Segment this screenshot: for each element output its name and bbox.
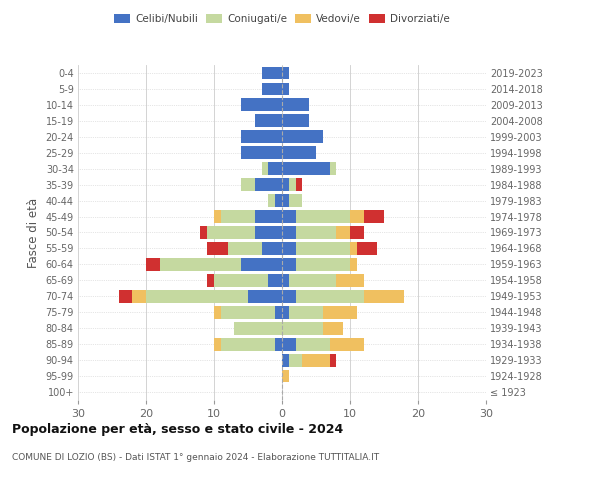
Bar	[160, 258, 241, 271]
Bar	[350, 258, 357, 271]
Legend: Celibi/Nubili, Coniugati/e, Vedovi/e, Divorziati/e: Celibi/Nubili, Coniugati/e, Vedovi/e, Di…	[110, 10, 454, 29]
Bar	[323, 306, 357, 318]
Bar	[282, 274, 289, 286]
Bar	[350, 226, 364, 239]
Bar	[350, 242, 357, 255]
Bar	[282, 130, 323, 143]
Bar	[119, 290, 133, 302]
Bar	[268, 162, 282, 175]
Bar	[296, 258, 350, 271]
Bar	[255, 210, 282, 223]
Bar	[241, 98, 282, 112]
Bar	[282, 146, 316, 159]
Bar	[221, 338, 275, 350]
Bar	[302, 354, 329, 366]
Bar	[329, 354, 337, 366]
Y-axis label: Fasce di età: Fasce di età	[27, 198, 40, 268]
Bar	[248, 290, 282, 302]
Bar	[282, 178, 289, 191]
Bar	[282, 66, 289, 80]
Bar	[255, 178, 282, 191]
Bar	[214, 274, 268, 286]
Bar	[282, 162, 329, 175]
Bar	[262, 242, 282, 255]
Bar	[268, 194, 275, 207]
Bar	[275, 194, 282, 207]
Bar	[364, 290, 404, 302]
Bar	[262, 82, 282, 96]
Bar	[289, 194, 302, 207]
Bar	[221, 210, 255, 223]
Text: Popolazione per età, sesso e stato civile - 2024: Popolazione per età, sesso e stato civil…	[12, 422, 343, 436]
Bar	[207, 242, 227, 255]
Bar	[214, 306, 221, 318]
Bar	[296, 210, 350, 223]
Bar	[275, 306, 282, 318]
Bar	[296, 226, 337, 239]
Bar	[275, 338, 282, 350]
Bar	[282, 114, 309, 127]
Bar	[262, 162, 268, 175]
Bar	[357, 242, 377, 255]
Bar	[282, 242, 296, 255]
Bar	[282, 226, 296, 239]
Bar	[255, 114, 282, 127]
Bar	[337, 226, 350, 239]
Bar	[282, 290, 296, 302]
Bar	[282, 98, 309, 112]
Bar	[241, 130, 282, 143]
Bar	[146, 258, 160, 271]
Bar	[200, 226, 207, 239]
Bar	[262, 66, 282, 80]
Bar	[282, 194, 289, 207]
Bar	[282, 210, 296, 223]
Bar	[235, 322, 282, 334]
Bar	[296, 338, 329, 350]
Bar	[282, 306, 289, 318]
Bar	[282, 82, 289, 96]
Bar	[350, 210, 364, 223]
Bar	[282, 338, 296, 350]
Bar	[268, 274, 282, 286]
Bar	[282, 370, 289, 382]
Bar	[207, 226, 255, 239]
Bar	[214, 210, 221, 223]
Bar	[296, 178, 302, 191]
Bar	[146, 290, 248, 302]
Bar	[221, 306, 275, 318]
Bar	[241, 258, 282, 271]
Bar	[289, 306, 323, 318]
Bar	[214, 338, 221, 350]
Bar	[329, 162, 337, 175]
Bar	[289, 178, 296, 191]
Bar	[337, 274, 364, 286]
Bar	[329, 338, 364, 350]
Bar	[364, 210, 384, 223]
Bar	[241, 178, 255, 191]
Bar	[296, 290, 364, 302]
Bar	[282, 354, 289, 366]
Bar	[255, 226, 282, 239]
Bar	[133, 290, 146, 302]
Bar	[289, 354, 302, 366]
Bar	[282, 322, 323, 334]
Bar	[323, 322, 343, 334]
Bar	[289, 274, 337, 286]
Bar	[241, 146, 282, 159]
Bar	[282, 258, 296, 271]
Bar	[207, 274, 214, 286]
Bar	[227, 242, 262, 255]
Text: COMUNE DI LOZIO (BS) - Dati ISTAT 1° gennaio 2024 - Elaborazione TUTTITALIA.IT: COMUNE DI LOZIO (BS) - Dati ISTAT 1° gen…	[12, 452, 379, 462]
Bar	[296, 242, 350, 255]
